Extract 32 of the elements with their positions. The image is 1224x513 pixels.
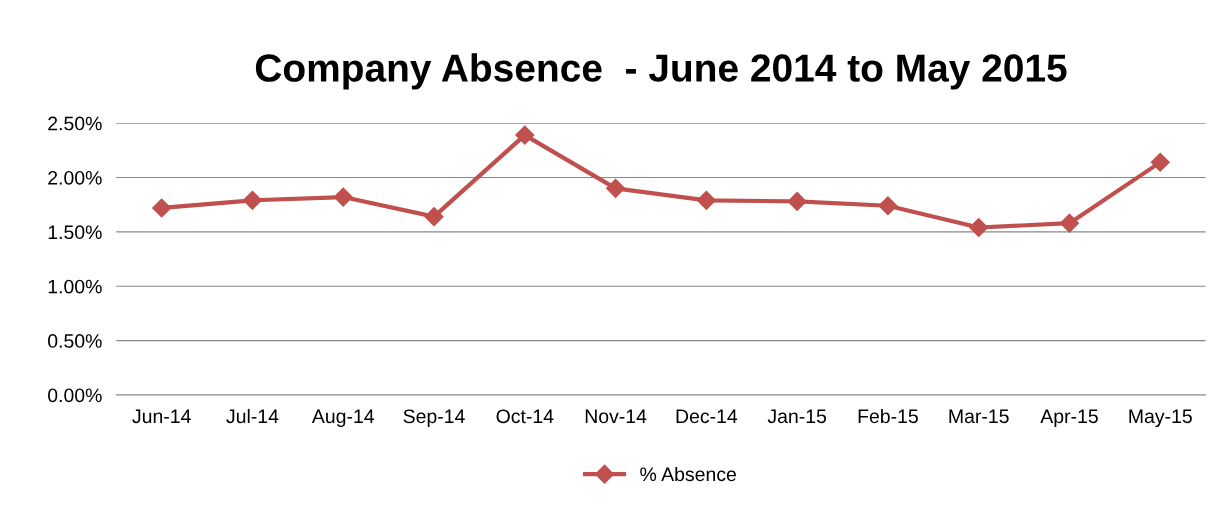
y-tick-label: 1.50% bbox=[48, 225, 102, 240]
point bbox=[333, 187, 353, 207]
legend-label: % Absence bbox=[640, 466, 736, 482]
x-tick-label: Dec-14 bbox=[676, 409, 738, 424]
point bbox=[424, 207, 444, 227]
x-tick-label: Jul-14 bbox=[226, 408, 279, 424]
point bbox=[606, 178, 626, 198]
point bbox=[1059, 213, 1080, 233]
x-tick-label: Feb-15 bbox=[858, 408, 918, 424]
point bbox=[515, 125, 535, 145]
x-tick-label: Nov-14 bbox=[585, 409, 647, 424]
x-tick-label: Mar-15 bbox=[949, 409, 1009, 424]
chart-title: Company Absence - June 2014 to May 2015 bbox=[255, 53, 1067, 90]
point bbox=[696, 190, 716, 210]
x-tick-label: Jan-15 bbox=[767, 409, 827, 424]
point bbox=[969, 217, 989, 238]
point bbox=[242, 190, 262, 210]
x-tick-label: Jun-14 bbox=[132, 409, 191, 424]
point bbox=[787, 191, 807, 211]
y-tick-label: 2.50% bbox=[48, 116, 102, 131]
x-tick-label: May-15 bbox=[1129, 409, 1192, 428]
y-tick-label: 0.50% bbox=[48, 334, 102, 348]
x-tick-label: Aug-14 bbox=[311, 409, 375, 428]
x-tick-label: Oct-14 bbox=[496, 409, 554, 424]
y-tick-label: 1.00% bbox=[48, 279, 102, 294]
point bbox=[878, 196, 898, 216]
y-tick-label: 0.00% bbox=[48, 388, 102, 403]
y-tick-label: 2.00% bbox=[48, 170, 102, 185]
x-tick-label: Sep-14 bbox=[403, 409, 465, 428]
point bbox=[1150, 152, 1170, 172]
point bbox=[152, 198, 172, 218]
x-tick-label: Apr-15 bbox=[1040, 409, 1098, 428]
